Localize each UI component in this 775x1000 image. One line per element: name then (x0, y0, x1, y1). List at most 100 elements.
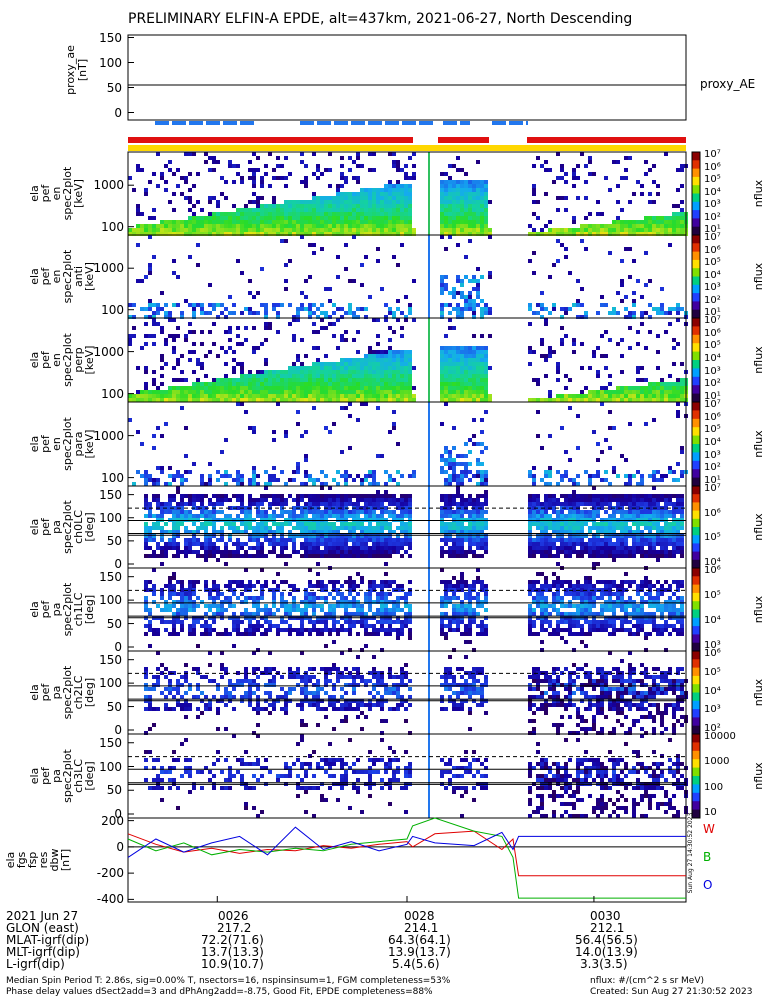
spectrogram-cell (368, 514, 372, 518)
spectrogram-cell (616, 538, 620, 542)
spectrogram-cell (396, 232, 400, 236)
spectrogram-cell (656, 350, 660, 354)
spectrogram-cell (160, 562, 164, 566)
spectrogram-cell (240, 374, 244, 378)
spectrogram-cell (136, 243, 140, 247)
spectrogram-cell (188, 322, 192, 326)
spectrogram-cell (620, 398, 624, 402)
spectrogram-cell (332, 200, 336, 204)
spectrogram-cell (336, 370, 340, 374)
spectrogram-cell (548, 394, 552, 398)
spectrogram-cell (224, 398, 228, 402)
spectrogram-cell (576, 554, 580, 558)
spectrogram-cell (328, 382, 332, 386)
spectrogram-cell (172, 576, 176, 580)
spectrogram-cell (560, 494, 564, 498)
spectrogram-cell (640, 311, 644, 315)
spectrogram-cell (152, 522, 156, 526)
spectrogram-cell (268, 390, 272, 394)
spectrogram-cell (236, 232, 240, 236)
spectrogram-cell (576, 514, 580, 518)
spectrogram-cell (548, 232, 552, 236)
spectrogram-cell (252, 584, 256, 588)
spectrogram-cell (444, 192, 448, 196)
spectrogram-cell (276, 530, 280, 534)
spectrogram-cell (448, 208, 452, 212)
spectrogram-cell (580, 394, 584, 398)
spectrogram-cell (368, 374, 372, 378)
spectrogram-cell (372, 216, 376, 220)
spectrogram-cell (264, 584, 268, 588)
spectrogram-cell (576, 510, 580, 514)
spectrogram-cell (652, 224, 656, 228)
spectrogram-cell (164, 311, 168, 315)
spectrogram-cell (376, 318, 380, 322)
spectrogram-cell (240, 311, 244, 315)
spectrogram-cell (596, 470, 600, 474)
spectrogram-cell (248, 386, 252, 390)
spectrogram-cell (360, 550, 364, 554)
spectrogram-cell (460, 188, 464, 192)
spectrogram-cell (604, 554, 608, 558)
spectrogram-cell (252, 390, 256, 394)
spectrogram-cell (264, 370, 268, 374)
spectrogram-cell (292, 220, 296, 224)
spectrogram-cell (612, 390, 616, 394)
spectrogram-cell (288, 216, 292, 220)
spectrogram-cell (196, 172, 200, 176)
spectrogram-cell (168, 620, 172, 624)
spectrogram-cell (256, 608, 260, 612)
spectrogram-cell (364, 255, 368, 259)
spectrogram-cell (188, 628, 192, 632)
spectrogram-cell (260, 378, 264, 382)
spectrogram-cell (444, 362, 448, 366)
spectrogram-cell (208, 604, 212, 608)
spectrogram-cell (320, 311, 324, 315)
spectrogram-cell (472, 315, 476, 319)
spectrogram-cell (600, 398, 604, 402)
spectrogram-cell (460, 168, 464, 172)
spectrogram-cell (600, 295, 604, 299)
spectrogram-cell (408, 382, 412, 386)
spectrogram-cell (388, 326, 392, 330)
spectrogram-cell (248, 482, 252, 486)
spectrogram-cell (380, 514, 384, 518)
spectrogram-cell (480, 307, 484, 311)
spectrogram-cell (608, 502, 612, 506)
spectrogram-cell (356, 232, 360, 236)
spectrogram-cell (232, 180, 236, 184)
colorbar-step (692, 527, 700, 536)
spectrogram-cell (592, 542, 596, 546)
spectrogram-cell (468, 200, 472, 204)
spectrogram-cell (240, 216, 244, 220)
spectrogram-cell (460, 542, 464, 546)
spectrogram-cell (164, 422, 168, 426)
spectrogram-cell (536, 232, 540, 236)
spectrogram-cell (352, 196, 356, 200)
spectrogram-cell (148, 538, 152, 542)
spectrogram-cell (328, 550, 332, 554)
spectrogram-cell (208, 196, 212, 200)
spectrogram-cell (620, 228, 624, 232)
spectrogram-cell (216, 538, 220, 542)
spectrogram-cell (332, 322, 336, 326)
spectrogram-cell (560, 338, 564, 342)
spectrogram-cell (384, 542, 388, 546)
spectrogram-cell (528, 350, 532, 354)
spectrogram-cell (588, 502, 592, 506)
spectrogram-cell (676, 342, 680, 346)
spectrogram-cell (564, 522, 568, 526)
spectrogram-cell (184, 390, 188, 394)
spectrogram-cell (652, 398, 656, 402)
spectrogram-cell (464, 498, 468, 502)
spectrogram-cell (328, 510, 332, 514)
spectrogram-cell (388, 522, 392, 526)
spectrogram-cell (364, 192, 368, 196)
spectrogram-cell (268, 382, 272, 386)
spectrogram-cell (636, 228, 640, 232)
spectrogram-cell (352, 374, 356, 378)
spectrogram-cell (288, 478, 292, 482)
spectrogram-cell (240, 620, 244, 624)
spectrogram-cell (160, 596, 164, 600)
spectrogram-cell (476, 442, 480, 446)
